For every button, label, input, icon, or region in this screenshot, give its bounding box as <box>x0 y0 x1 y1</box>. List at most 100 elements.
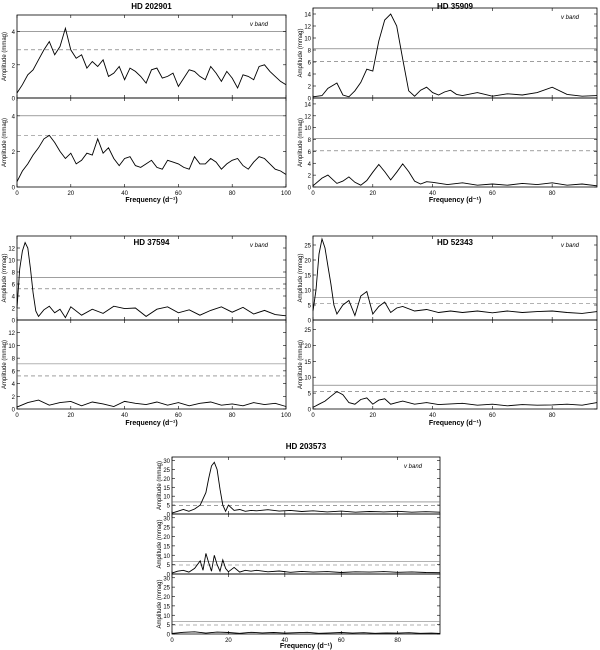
panel-frame <box>16 319 287 410</box>
x-tick-label: 20 <box>67 191 74 197</box>
chart-title: HD 202901 <box>131 2 172 11</box>
amplitude-spectrum-line <box>171 553 441 574</box>
band-label: v band <box>561 243 580 249</box>
y-tick-label: 6 <box>308 150 312 156</box>
y-axis-label: Amplitude (mmag) <box>157 519 163 568</box>
y-tick-label: 30 <box>163 516 170 522</box>
y-tick-label: 10 <box>304 289 311 295</box>
x-tick-label: 0 <box>311 191 315 197</box>
chart-title: HD 37594 <box>133 238 170 247</box>
y-tick-label: 12 <box>304 25 311 31</box>
band-label: v band <box>250 22 269 28</box>
y-tick-label: 20 <box>163 535 170 541</box>
y-tick-label: 4 <box>12 114 16 120</box>
y-tick-label: 14 <box>304 13 311 19</box>
y-tick-label: 0 <box>308 319 312 325</box>
x-tick-label: 40 <box>429 413 436 419</box>
panel-1: 0 5 10 15 20 25 0 20 40 60 80 Amplitude (mmag) <box>298 319 598 419</box>
y-tick-label: 20 <box>163 595 170 601</box>
panel-frame <box>16 235 287 321</box>
y-tick-label: 12 <box>8 331 15 337</box>
band-label: v band <box>404 464 423 470</box>
y-tick-label: 4 <box>308 162 312 168</box>
panel-frame <box>312 7 598 99</box>
y-tick-label: 20 <box>304 344 311 350</box>
amplitude-spectrum-line <box>16 241 287 319</box>
y-tick-label: 10 <box>304 37 311 43</box>
panel-frame <box>171 573 441 635</box>
x-tick-label: 80 <box>229 191 236 197</box>
y-tick-label: 0 <box>167 573 171 579</box>
x-tick-label: 20 <box>369 191 376 197</box>
y-tick-label: 14 <box>304 102 311 108</box>
y-tick-label: 25 <box>163 468 170 474</box>
y-tick-label: 25 <box>163 586 170 592</box>
x-tick-label: 0 <box>170 638 174 644</box>
x-tick-label: 0 <box>15 191 19 197</box>
panel-frame <box>312 319 598 410</box>
y-tick-label: 2 <box>12 150 16 156</box>
y-tick-label: 20 <box>163 477 170 483</box>
y-tick-label: 15 <box>163 604 170 610</box>
y-tick-label: 15 <box>304 360 311 366</box>
panel-1: 0 2 4 6 8 10 12 0 20 40 60 80 100 Amplitude (mmag) <box>2 319 292 419</box>
x-tick-label: 80 <box>229 413 236 419</box>
y-tick-label: 12 <box>8 247 15 253</box>
y-tick-label: 10 <box>8 259 15 265</box>
y-tick-label: 6 <box>12 283 16 289</box>
x-axis-label: Frequency (d⁻¹) <box>125 197 177 204</box>
panel-frame <box>312 97 598 188</box>
y-tick-label: 5 <box>308 304 312 310</box>
y-tick-label: 10 <box>304 126 311 132</box>
y-tick-label: 8 <box>308 49 312 55</box>
amplitude-spectrum-line <box>16 26 287 94</box>
x-tick-label: 100 <box>281 191 292 197</box>
y-tick-label: 2 <box>308 174 312 180</box>
panel-0: 0 2 4 6 8 10 12 14 Amplitude (mmag) v band <box>298 7 598 103</box>
y-tick-label: 25 <box>304 328 311 334</box>
y-tick-label: 5 <box>167 623 171 629</box>
panel-frame <box>16 97 287 188</box>
y-tick-label: 6 <box>308 61 312 67</box>
y-tick-label: 5 <box>308 392 312 398</box>
amplitude-spectrum-line <box>171 631 441 634</box>
x-tick-label: 20 <box>67 413 74 419</box>
band-label: v band <box>250 243 269 249</box>
amplitude-spectrum-line <box>312 163 598 187</box>
x-tick-label: 40 <box>281 638 288 644</box>
chart-1: HD 35909 0 2 4 6 8 10 12 14 Amplitude (mmag) v ban… <box>298 2 598 204</box>
y-tick-label: 4 <box>308 73 312 79</box>
x-tick-label: 0 <box>15 413 19 419</box>
y-tick-label: 0 <box>167 513 171 519</box>
y-axis-label: Amplitude (mmag) <box>157 579 163 628</box>
y-tick-label: 0 <box>308 97 312 103</box>
band-label: v band <box>561 15 580 21</box>
y-tick-label: 12 <box>304 114 311 120</box>
y-tick-label: 8 <box>12 357 16 363</box>
y-axis-label: Amplitude (mmag) <box>157 461 163 510</box>
amplitude-spectrum-line <box>16 399 287 408</box>
y-tick-label: 25 <box>163 526 170 532</box>
amplitude-spectrum-line <box>312 390 598 408</box>
amplitude-spectrum-line <box>312 237 598 317</box>
x-axis-label: Frequency (d⁻¹) <box>429 420 481 427</box>
y-tick-label: 25 <box>304 244 311 250</box>
x-tick-label: 0 <box>311 413 315 419</box>
y-tick-label: 2 <box>12 395 16 401</box>
y-axis-label: Amplitude (mmag) <box>2 253 8 302</box>
y-tick-label: 10 <box>8 344 15 350</box>
x-tick-label: 60 <box>338 638 345 644</box>
y-tick-label: 0 <box>12 97 16 103</box>
x-axis-label: Frequency (d⁻¹) <box>429 197 481 204</box>
panel-0: 0 2 4 Amplitude (mmag) v band <box>2 14 287 103</box>
x-tick-label: 80 <box>394 638 401 644</box>
panel-frame <box>312 235 598 321</box>
y-tick-label: 15 <box>163 544 170 550</box>
